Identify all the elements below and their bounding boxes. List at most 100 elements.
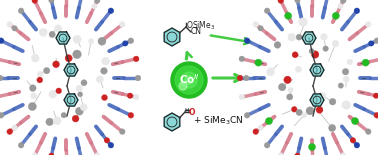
Circle shape (266, 68, 274, 76)
Circle shape (181, 72, 197, 88)
Circle shape (18, 142, 24, 148)
Circle shape (351, 138, 355, 142)
Circle shape (287, 94, 293, 100)
Circle shape (32, 0, 37, 3)
Text: $+$ SiMe$_3$CN: $+$ SiMe$_3$CN (193, 115, 243, 127)
Circle shape (39, 28, 47, 36)
Circle shape (302, 113, 307, 118)
Circle shape (37, 77, 43, 83)
Circle shape (29, 85, 36, 91)
Text: CN: CN (191, 27, 202, 36)
Circle shape (119, 129, 125, 134)
Circle shape (46, 118, 54, 126)
Circle shape (284, 76, 291, 84)
Circle shape (175, 66, 203, 94)
Circle shape (61, 112, 67, 118)
Circle shape (366, 22, 371, 27)
Circle shape (265, 117, 273, 124)
Circle shape (77, 92, 83, 97)
Circle shape (179, 82, 187, 90)
Circle shape (185, 76, 193, 84)
Circle shape (43, 67, 50, 74)
Circle shape (253, 129, 259, 134)
Circle shape (105, 138, 109, 142)
Circle shape (28, 102, 36, 111)
Circle shape (264, 8, 270, 13)
Circle shape (7, 22, 12, 27)
Polygon shape (56, 32, 70, 44)
Circle shape (288, 33, 296, 41)
Circle shape (119, 22, 125, 27)
Circle shape (296, 109, 302, 116)
Circle shape (352, 117, 358, 124)
Circle shape (299, 18, 307, 26)
Circle shape (237, 75, 243, 81)
Circle shape (295, 153, 300, 155)
Circle shape (53, 117, 61, 125)
Circle shape (65, 55, 72, 62)
Circle shape (171, 62, 207, 98)
Circle shape (108, 142, 114, 148)
Circle shape (96, 76, 104, 83)
Circle shape (94, 0, 100, 3)
Circle shape (101, 67, 107, 74)
Circle shape (342, 101, 350, 109)
Circle shape (239, 94, 245, 100)
Circle shape (308, 144, 316, 151)
Circle shape (279, 83, 286, 91)
Circle shape (56, 88, 62, 94)
Circle shape (321, 33, 327, 40)
Circle shape (76, 85, 82, 92)
Circle shape (135, 75, 141, 81)
Circle shape (133, 56, 139, 62)
Circle shape (328, 124, 336, 132)
Circle shape (278, 153, 284, 155)
Circle shape (102, 57, 110, 65)
Circle shape (292, 52, 298, 58)
Circle shape (259, 126, 263, 130)
Circle shape (291, 106, 297, 112)
Circle shape (128, 38, 134, 44)
Circle shape (31, 54, 39, 62)
Circle shape (49, 90, 57, 98)
Circle shape (0, 38, 4, 44)
Polygon shape (164, 28, 180, 46)
Circle shape (18, 8, 24, 13)
Circle shape (133, 94, 139, 100)
Text: O: O (189, 108, 195, 117)
Circle shape (94, 153, 100, 155)
Circle shape (255, 59, 262, 66)
Circle shape (49, 0, 54, 2)
Circle shape (362, 59, 369, 66)
Polygon shape (64, 64, 78, 76)
Circle shape (323, 46, 328, 51)
Circle shape (338, 83, 344, 88)
Text: Co$^{II}$: Co$^{II}$ (178, 72, 200, 86)
Circle shape (244, 113, 250, 118)
Circle shape (98, 37, 106, 45)
Circle shape (296, 34, 302, 40)
Circle shape (128, 93, 132, 98)
Circle shape (285, 12, 292, 19)
Circle shape (253, 22, 259, 27)
Circle shape (329, 98, 336, 105)
Circle shape (332, 12, 339, 19)
Circle shape (49, 31, 56, 38)
Circle shape (309, 49, 314, 54)
Circle shape (37, 71, 43, 77)
Circle shape (81, 80, 87, 86)
Circle shape (72, 115, 79, 122)
Circle shape (369, 41, 373, 46)
Circle shape (54, 25, 62, 32)
Polygon shape (64, 94, 78, 106)
Polygon shape (302, 32, 316, 44)
Circle shape (296, 66, 302, 72)
Circle shape (31, 93, 37, 99)
Circle shape (354, 8, 360, 13)
Circle shape (239, 56, 245, 62)
Circle shape (343, 76, 349, 82)
Circle shape (123, 41, 127, 46)
Circle shape (102, 95, 107, 101)
Circle shape (49, 153, 54, 155)
Circle shape (73, 35, 81, 43)
